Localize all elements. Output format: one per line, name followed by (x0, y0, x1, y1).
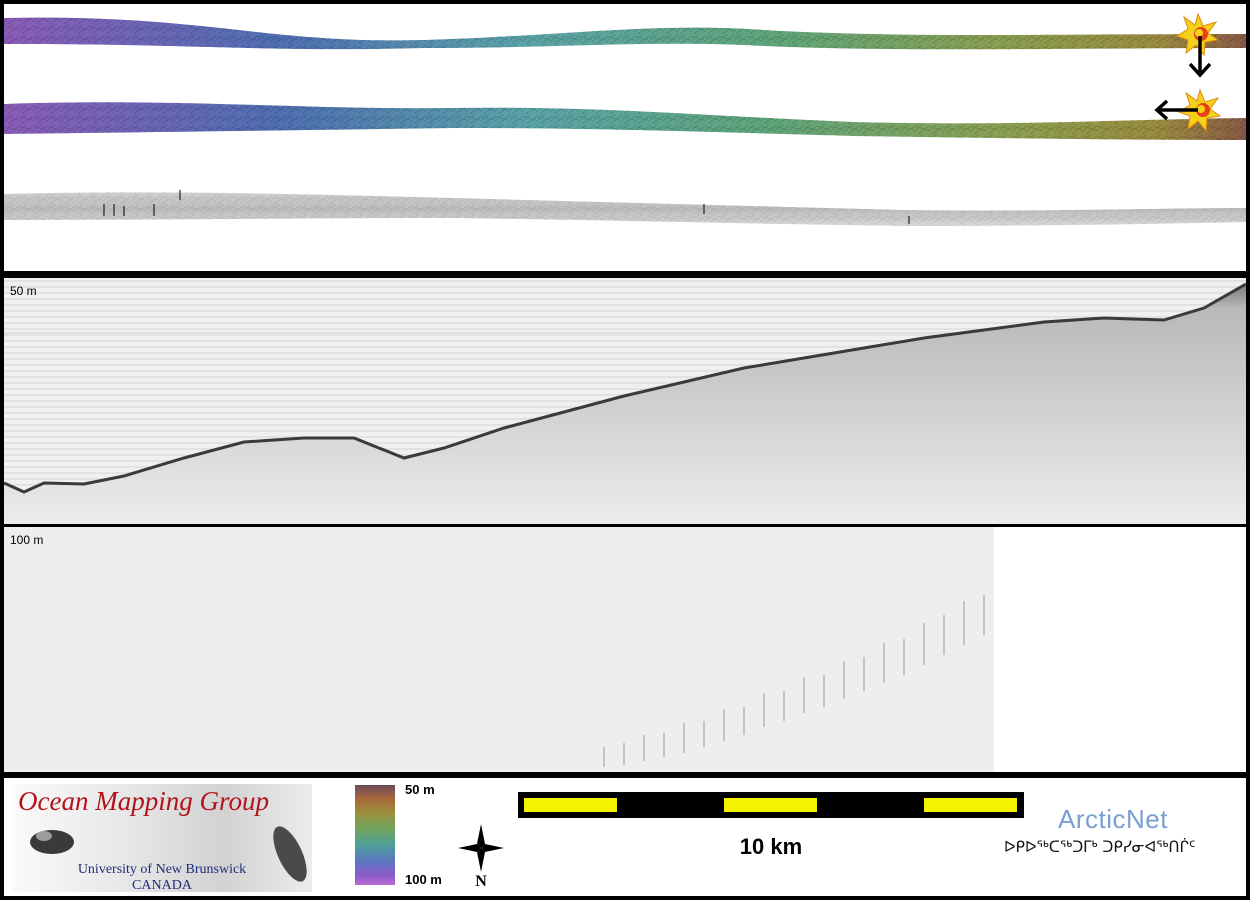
depth-label-100m: 100 m (10, 533, 44, 547)
legend-footer: Ocean Mapping Group University of New Br… (4, 778, 1246, 896)
oml-institution: University of New Brunswick (77, 862, 247, 877)
swath-map (4, 12, 1246, 226)
svg-text:N: N (475, 873, 487, 890)
subbottom-profile-50m (4, 278, 1246, 524)
scale-segment (724, 798, 817, 812)
seabed-returns (603, 595, 985, 767)
color-bar-top-label: 50 m (405, 782, 435, 797)
bathymetry-swath-2 (4, 102, 1246, 140)
arrow-down-icon (1188, 36, 1212, 78)
swath-panel (4, 4, 1246, 271)
oml-country: CANADA (132, 878, 192, 893)
profile-50m-panel: 50 m (4, 278, 1246, 524)
sunburst-marker-icon (1177, 88, 1222, 133)
bathymetry-swath-1 (4, 17, 1246, 50)
depth-label-50m: 50 m (10, 284, 37, 298)
scale-segment (524, 798, 617, 812)
depth-color-bar (355, 785, 395, 885)
arrow-left-icon (1154, 99, 1198, 121)
north-arrow-icon: N (458, 824, 504, 890)
sunburst-marker-icon (1175, 12, 1220, 57)
seafloor-image (30, 826, 307, 882)
profile-100m-panel: 100 m (4, 527, 1246, 772)
scale-bar (518, 792, 1024, 818)
arcticnet-logo-title: ArcticNet (1058, 804, 1168, 834)
arcticnet-syllabics: ᐅᑭᐅᖅᑕᖅᑐᒥᒃ ᑐᑭᓯᓂᐊᖅᑎᒌᑦ (1004, 838, 1196, 856)
scale-bar-label: 10 km (739, 834, 803, 859)
subbottom-profile-100m (4, 527, 1246, 772)
color-bar-bottom-label: 100 m (405, 872, 442, 887)
ocean-mapping-group-logo: Ocean Mapping Group University of New Br… (12, 784, 312, 893)
sidescan-swath (4, 190, 1246, 226)
oml-title: Ocean Mapping Group (18, 786, 269, 816)
scale-segment (924, 798, 1017, 812)
